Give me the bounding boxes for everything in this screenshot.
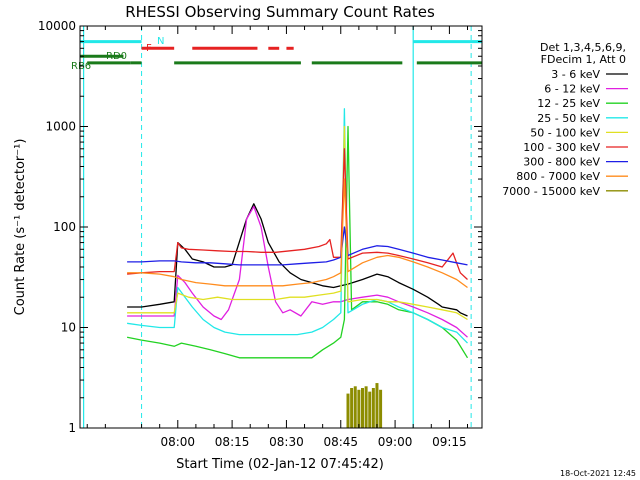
y-tick-label-4: 10000 — [38, 19, 76, 33]
series-line-4 — [127, 125, 468, 321]
plot-frame — [79, 25, 483, 429]
chart-title: RHESSI Observing Summary Count Rates — [125, 3, 435, 21]
legend-label-5: 100 - 300 keV — [523, 141, 600, 154]
legend-label-3: 25 - 50 keV — [537, 112, 600, 125]
x-axis: 08:00 08:15 08:30 08:45 09:00 09:15 — [86, 26, 469, 449]
legend-header-1: FDecim 1, Att 0 — [541, 53, 626, 66]
x-tick-label-0: 08:00 — [160, 435, 195, 449]
legend-label-6: 300 - 800 keV — [523, 156, 600, 169]
x-tick-label-4: 09:00 — [378, 435, 413, 449]
y-tick-label-1: 10 — [61, 321, 76, 335]
legend-label-4: 50 - 100 keV — [530, 126, 600, 139]
legend-label-2: 12 - 25 keV — [537, 97, 600, 110]
x-tick-label-2: 08:30 — [269, 435, 304, 449]
y-axis-label: Count Rate (s⁻¹ detector⁻¹) — [13, 139, 28, 316]
footer-timestamp: 18-Oct-2021 12:45 — [560, 469, 636, 478]
legend-label-0: 3 - 6 keV — [551, 68, 600, 81]
plot-area: NF RD0 RB6 — [71, 26, 482, 428]
legend-label-8: 7000 - 15000 keV — [502, 185, 600, 198]
y-tick-label-3: 1000 — [45, 120, 76, 134]
y-tick-label-0: 1 — [68, 421, 76, 435]
legend: Det 1,3,4,5,6,9,FDecim 1, Att 0 3 - 6 keV… — [502, 41, 628, 198]
state-label-N: N — [157, 36, 164, 47]
series-line-0 — [127, 203, 468, 317]
legend-header-0: Det 1,3,4,5,6,9, — [540, 41, 626, 54]
x-axis-label: Start Time (02-Jan-12 07:45:42) — [176, 457, 384, 472]
state-label-F: F — [146, 43, 152, 54]
y-tick-label-2: 100 — [53, 220, 76, 234]
x-tick-label-3: 08:45 — [323, 435, 358, 449]
legend-label-7: 800 - 7000 keV — [516, 170, 600, 183]
state-label-RD0: RD0 — [106, 51, 127, 62]
series-line-1 — [127, 205, 468, 338]
state-label-RB6: RB6 — [71, 61, 91, 72]
x-tick-label-1: 08:15 — [215, 435, 250, 449]
x-tick-label-5: 09:15 — [432, 435, 467, 449]
series-line-6 — [127, 226, 468, 266]
legend-label-1: 6 - 12 keV — [544, 83, 600, 96]
series-line-2 — [126, 125, 469, 359]
y-axis: 1 10 100 1000 10000 — [38, 19, 482, 435]
series-line-5 — [127, 148, 468, 280]
series-line-7 — [127, 178, 468, 289]
